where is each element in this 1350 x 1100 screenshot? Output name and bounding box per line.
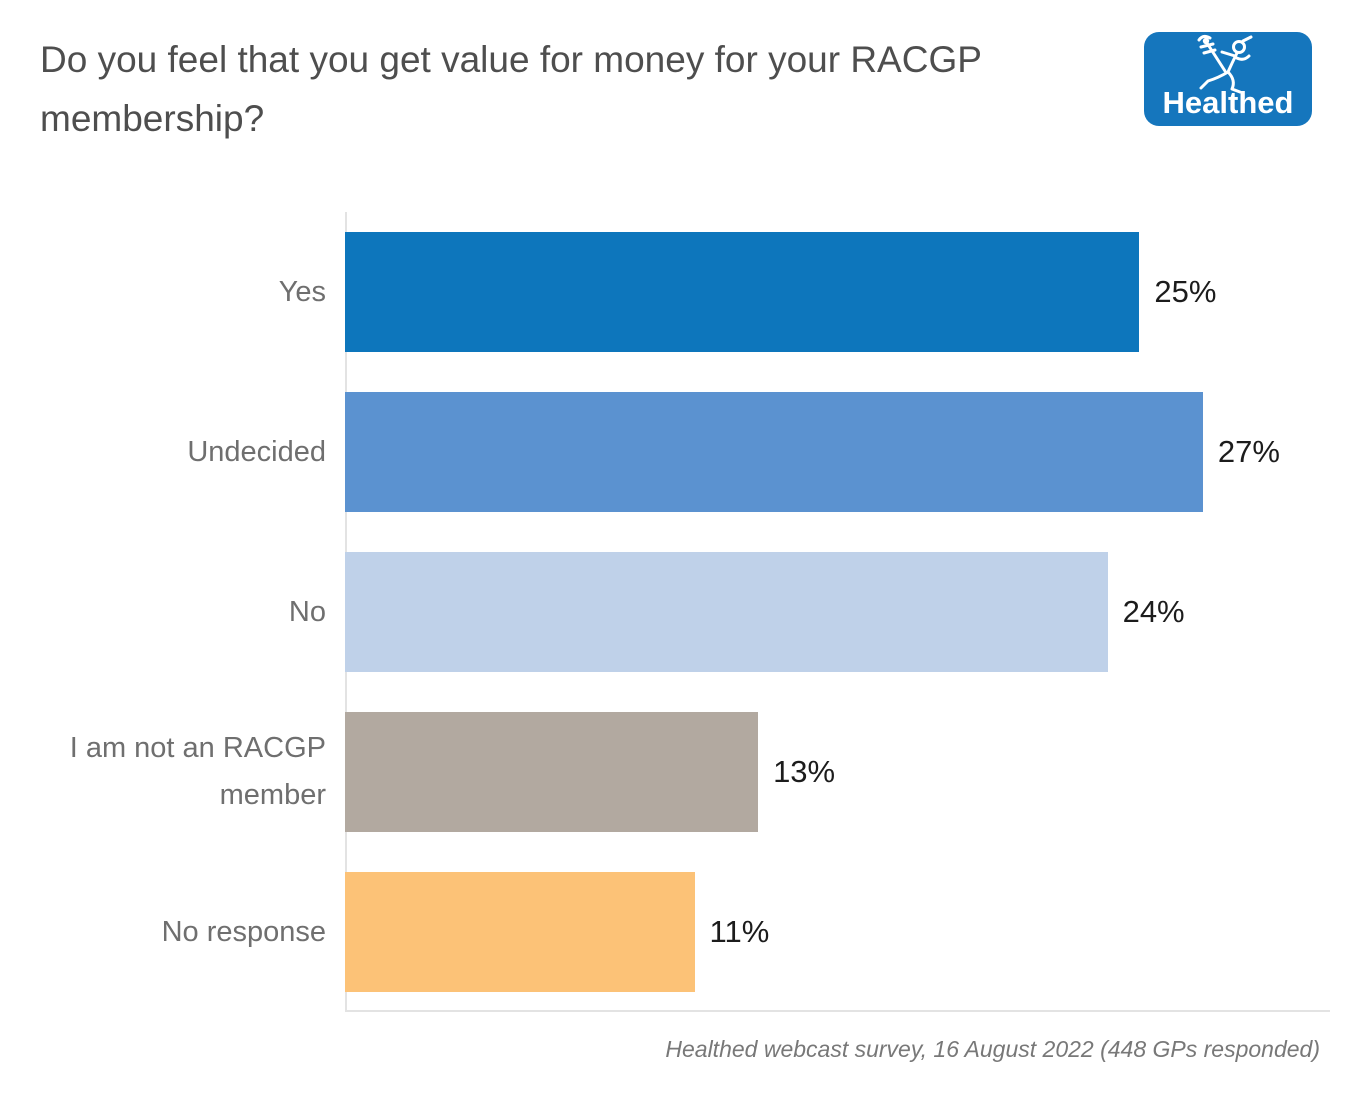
page-title: Do you feel that you get value for money… <box>40 39 982 139</box>
bar-area: 25% <box>345 232 1330 352</box>
category-label: Yes <box>278 275 326 308</box>
logo-background <box>1144 32 1312 126</box>
category-label: No <box>288 595 326 628</box>
chart-source-note: Healthed webcast survey, 16 August 2022 … <box>665 1036 1320 1062</box>
value-label: 11% <box>709 914 770 949</box>
x-axis-line <box>345 1010 1330 1012</box>
chart-row: No 24% <box>0 532 1330 692</box>
value-label: 25% <box>1154 274 1217 309</box>
bar <box>345 552 1108 672</box>
category-label: No response <box>161 915 326 948</box>
bar-chart: Yes 25% Undecided 27% No 24% I am not an RACGP… <box>0 212 1330 1012</box>
bar <box>345 232 1140 352</box>
logo-wordmark: Healthed <box>1163 85 1294 120</box>
healthed-logo: Healthed <box>1143 31 1313 127</box>
chart-row: No response 11% <box>0 852 1330 1012</box>
category-label: Undecided <box>187 435 326 468</box>
bar-area: 11% <box>345 872 1330 992</box>
value-label: 13% <box>773 754 836 789</box>
bar <box>345 392 1203 512</box>
mercury-caduceus-icon <box>1197 34 1253 94</box>
healthed-logo-graphic: Healthed <box>1144 32 1312 126</box>
bar-area: 13% <box>345 712 1330 832</box>
value-label: 27% <box>1217 434 1280 469</box>
chart-row: I am not an RACGP member 13% <box>0 692 1330 852</box>
category-label: I am not an RACGP member <box>69 732 326 811</box>
value-label: 24% <box>1122 594 1185 629</box>
bar <box>345 712 759 832</box>
bar-area: 24% <box>345 552 1330 672</box>
chart-row: Undecided 27% <box>0 372 1330 532</box>
bar-rows: Yes 25% Undecided 27% No 24% I am not an RACGP… <box>0 212 1330 1012</box>
chart-row: Yes 25% <box>0 212 1330 372</box>
bar <box>345 872 695 992</box>
bar-area: 27% <box>345 392 1330 512</box>
